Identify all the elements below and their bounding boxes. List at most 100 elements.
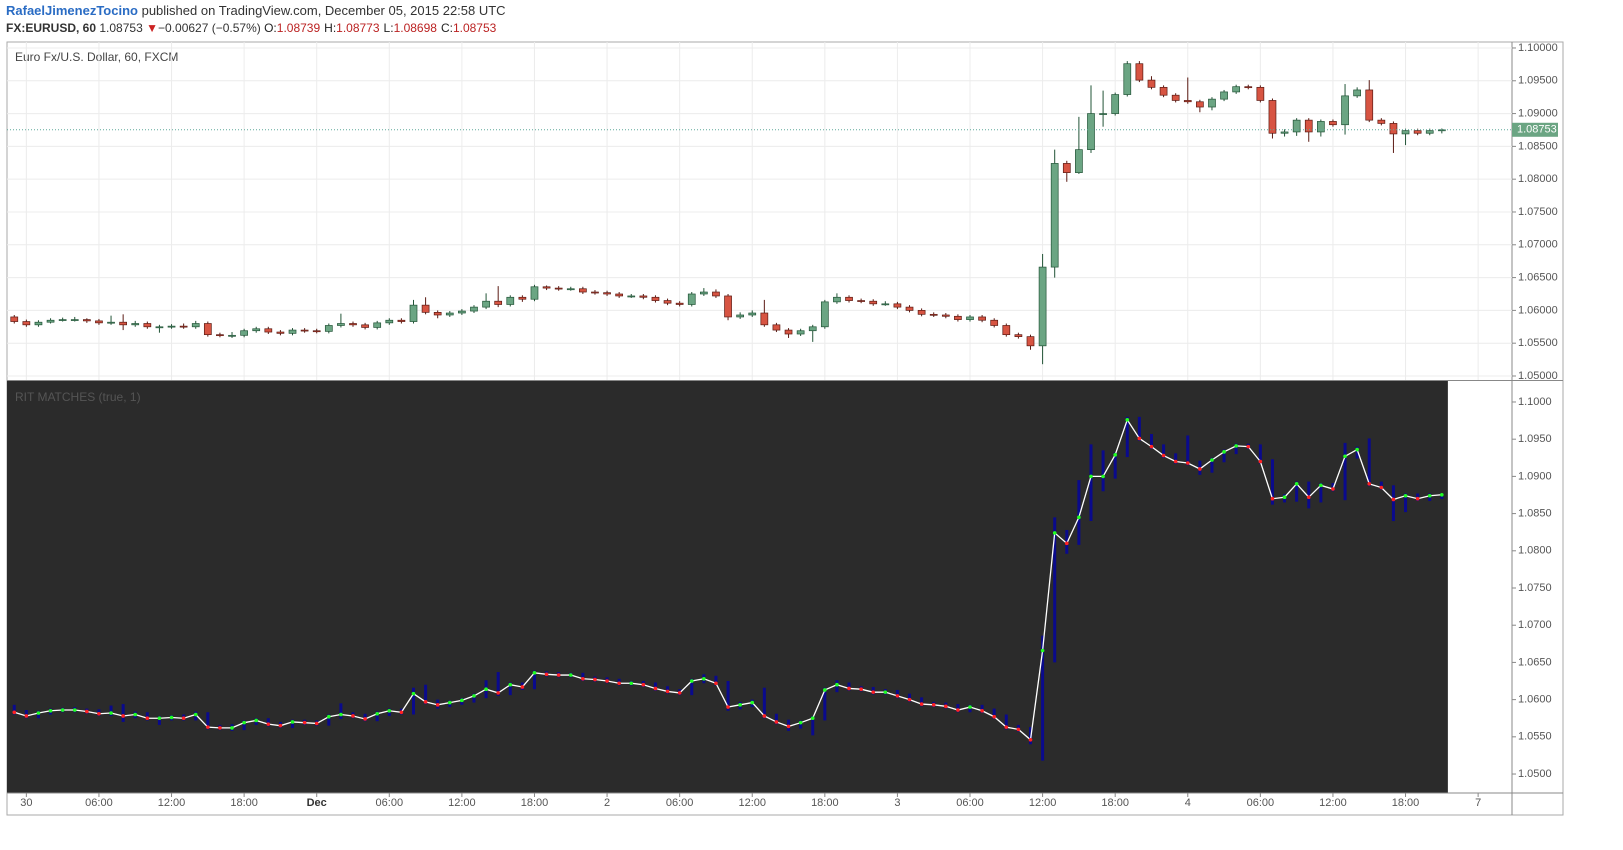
close-dot — [1294, 482, 1299, 486]
x-tick-label: 2 — [604, 797, 610, 809]
ohlc-label: H: — [324, 21, 337, 35]
close-dot — [387, 708, 392, 713]
candle-body — [1329, 121, 1337, 126]
candle-body — [445, 312, 454, 316]
candle-body — [990, 319, 999, 326]
candle-body — [845, 296, 853, 301]
close-dot — [1246, 444, 1251, 449]
candle-body — [1304, 119, 1313, 133]
close-dot — [1198, 467, 1202, 471]
y-tick-label: 1.0950 — [1518, 433, 1552, 445]
candle-body — [228, 334, 236, 337]
close-dot — [1101, 474, 1105, 479]
candle-body — [857, 300, 865, 302]
close-dot — [871, 690, 876, 694]
y-tick-label: 1.08000 — [1518, 173, 1558, 185]
candle-body — [796, 330, 805, 335]
y-tick-label: 1.0550 — [1518, 731, 1552, 743]
candle-body — [324, 325, 333, 332]
close-dot — [907, 697, 912, 702]
candle-body — [929, 313, 938, 316]
candle-body — [216, 334, 224, 337]
symbol: FX:EURUSD, 60 — [6, 21, 97, 35]
close-dot — [605, 679, 609, 683]
close-dot — [1016, 727, 1021, 732]
close-dot — [97, 711, 101, 716]
candle-body — [1075, 149, 1083, 173]
x-tick-label: 7 — [1475, 797, 1481, 809]
candle-body — [784, 329, 793, 335]
y-tick-label: 1.09500 — [1518, 75, 1558, 87]
close-dot — [968, 705, 972, 709]
close-dot — [653, 686, 658, 691]
candle-body — [482, 300, 490, 308]
close-dot — [798, 720, 803, 725]
candle-body — [833, 296, 841, 303]
close-dot — [919, 702, 924, 706]
author-link[interactable]: RafaelJimenezTocino — [6, 3, 138, 18]
close-dot — [1258, 459, 1263, 464]
publish-info: published on TradingView.com, December 0… — [141, 3, 506, 18]
close-dot — [230, 726, 234, 730]
x-tick-label: 30 — [20, 797, 32, 809]
y-tick-label: 1.05000 — [1518, 370, 1558, 382]
candle-body — [639, 295, 648, 298]
x-tick-label: 4 — [1185, 797, 1191, 809]
close-dot — [121, 714, 125, 718]
close-dot — [1234, 444, 1238, 448]
x-tick-label: 12:00 — [448, 797, 476, 809]
candle-body — [10, 316, 19, 322]
close-dot — [157, 716, 162, 721]
close-dot — [363, 717, 367, 721]
candle-body — [433, 312, 442, 316]
close-dot — [472, 694, 476, 698]
close-dot — [1040, 648, 1045, 653]
candle-body — [893, 303, 902, 308]
close-dot — [206, 725, 210, 729]
close-dot — [1331, 487, 1335, 491]
close-dot — [895, 694, 900, 698]
y-tick-label: 1.0700 — [1518, 619, 1552, 631]
candle-body — [409, 304, 418, 322]
close-dot — [1089, 474, 1093, 479]
close-dot — [1282, 495, 1287, 500]
candle-body — [421, 304, 430, 313]
x-tick-label: 18:00 — [521, 797, 549, 809]
publish-line: RafaelJimenezTocino published on Trading… — [6, 3, 506, 18]
close-dot — [956, 708, 960, 712]
close-dot — [60, 708, 65, 712]
candle-body — [1111, 94, 1120, 114]
y-tick-label: 1.0900 — [1518, 470, 1552, 482]
candle-body — [687, 293, 696, 305]
candle-body — [808, 326, 817, 332]
x-tick-label: 3 — [894, 797, 900, 809]
candle-body — [506, 296, 515, 305]
candle-body — [155, 326, 164, 329]
close-dot — [544, 672, 549, 677]
close-dot — [72, 708, 77, 712]
candle-body — [131, 323, 140, 326]
candle-body — [1268, 100, 1277, 134]
close-dot — [1077, 515, 1081, 520]
candle-body — [941, 314, 950, 317]
down-arrow: ▼ — [146, 21, 158, 35]
close-dot — [254, 718, 259, 723]
candle-body — [349, 323, 357, 326]
candle-body — [191, 323, 200, 328]
close-dot — [218, 726, 222, 730]
close-dot — [714, 681, 718, 686]
close-dot — [1270, 496, 1275, 501]
x-tick-label: Dec — [307, 797, 327, 809]
x-tick-label: 18:00 — [230, 797, 258, 809]
close-dot — [181, 716, 186, 721]
y-tick-label: 1.06500 — [1518, 271, 1558, 283]
candle-body — [458, 310, 466, 314]
candle-body — [1196, 101, 1204, 108]
candle-body — [530, 286, 539, 300]
y-tick-label: 1.0650 — [1518, 656, 1552, 668]
candle-body — [167, 325, 176, 328]
close-dot — [266, 722, 271, 726]
candle-body — [954, 315, 962, 320]
x-tick-label: 12:00 — [1319, 797, 1347, 809]
y-tick-label: 1.0500 — [1518, 768, 1552, 780]
